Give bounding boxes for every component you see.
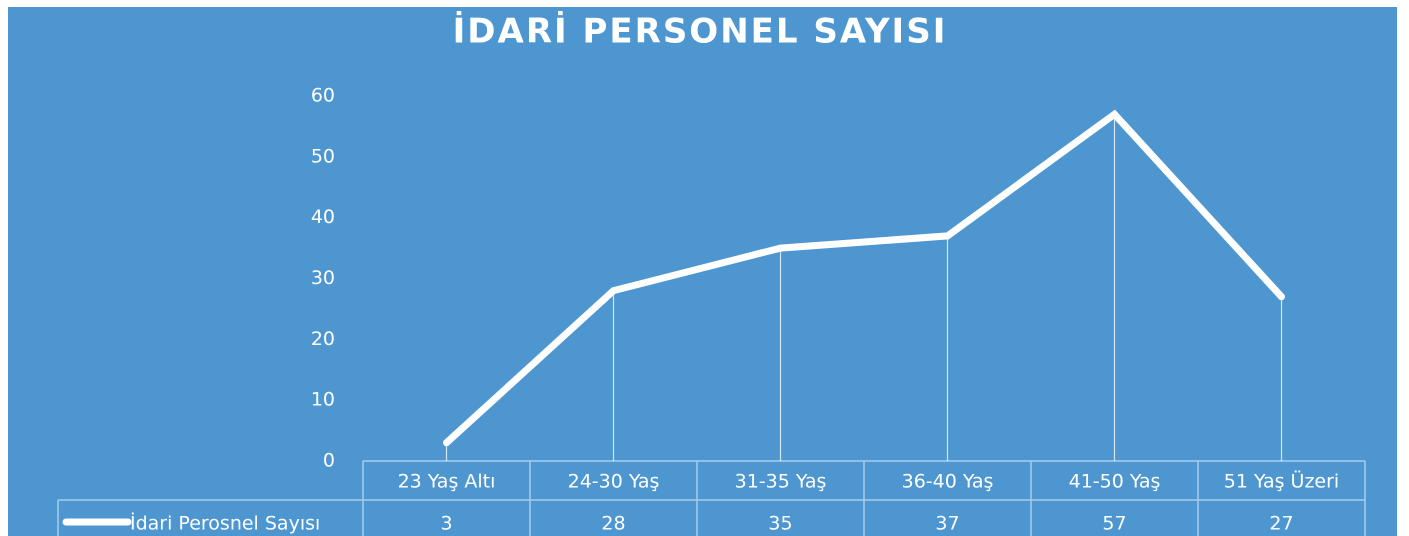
x-tick-label: 23 Yaş Altı	[398, 471, 496, 493]
x-tick-label: 24-30 Yaş	[568, 471, 660, 493]
x-tick-label: 41-50 Yaş	[1069, 471, 1161, 493]
table-value: 37	[935, 513, 959, 535]
x-tick-label: 51 Yaş Üzeri	[1224, 470, 1339, 493]
table-value: 27	[1269, 513, 1293, 535]
x-tick-label: 31-35 Yaş	[735, 471, 827, 493]
legend-label: İdari Perosnel Sayısı	[130, 512, 320, 535]
table-value: 28	[601, 513, 625, 535]
y-tick-label: 40	[311, 206, 335, 228]
chart-title: İDARİ PERSONEL SAYISI	[453, 11, 948, 52]
table-value: 57	[1102, 513, 1126, 535]
table-value: 3	[440, 513, 452, 535]
y-tick-label: 10	[311, 389, 335, 411]
y-tick-label: 0	[323, 450, 335, 472]
y-tick-label: 60	[311, 85, 335, 107]
y-tick-label: 20	[311, 328, 335, 350]
table-value: 35	[768, 513, 792, 535]
y-tick-label: 50	[311, 145, 335, 167]
x-tick-label: 36-40 Yaş	[902, 471, 994, 493]
series-line	[443, 109, 1285, 447]
y-tick-label: 30	[311, 267, 335, 289]
